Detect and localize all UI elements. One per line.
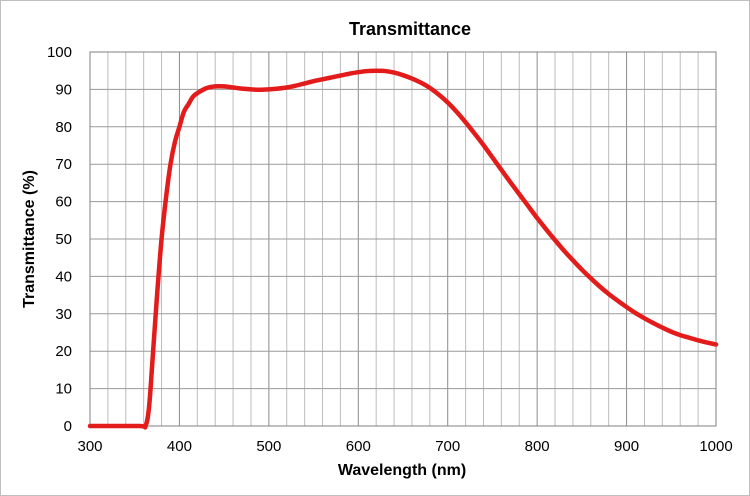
plot-area [89, 51, 717, 427]
axes: 300 400 500 600 700 800 900 1000 0 10 20 30 40 50 60 70… [47, 44, 733, 455]
transmittance-series-line [87, 68, 719, 430]
x-tick-label: 700 [435, 438, 460, 455]
y-tick-label: 20 [55, 343, 72, 360]
y-tick-label: 10 [55, 381, 72, 398]
x-tick-label: 1000 [699, 438, 732, 455]
x-tick-label: 600 [346, 438, 371, 455]
x-tick-label: 300 [77, 438, 102, 455]
chart-title: Transmittance [349, 19, 471, 39]
y-axis-title: Transmittance (%) [21, 170, 38, 308]
y-tick-label: 90 [55, 81, 72, 98]
y-tick-label: 70 [55, 156, 72, 173]
x-tick-label: 500 [256, 438, 281, 455]
y-tick-label: 60 [55, 194, 72, 211]
grid [90, 52, 716, 426]
y-tick-label: 30 [55, 306, 72, 323]
y-tick-label: 50 [55, 231, 72, 248]
y-tick-label: 80 [55, 119, 72, 136]
x-tick-label: 800 [525, 438, 550, 455]
y-tick-label: 0 [64, 418, 72, 435]
y-tick-label: 40 [55, 268, 72, 285]
x-tick-label: 400 [167, 438, 192, 455]
x-axis-title: Wavelength (nm) [338, 462, 466, 479]
y-tick-label: 100 [47, 44, 72, 61]
x-tick-label: 900 [614, 438, 639, 455]
